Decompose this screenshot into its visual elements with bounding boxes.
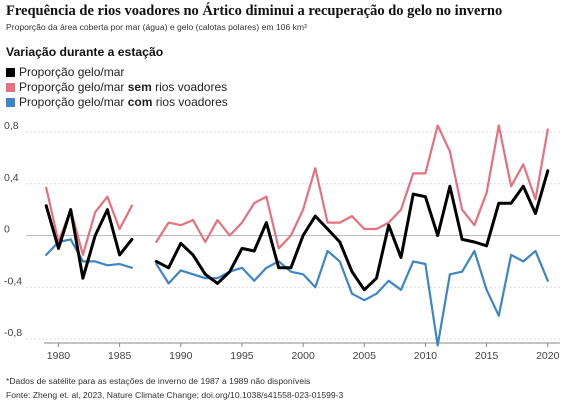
legend-swatch-blue bbox=[6, 98, 15, 107]
series-line-1-segment-0 bbox=[45, 186, 133, 256]
y-tick-label-2: 0 bbox=[4, 224, 10, 236]
x-tick-label-5: 2005 bbox=[353, 350, 377, 362]
x-tick-label-6: 2010 bbox=[414, 350, 438, 362]
x-tick-label-4: 2000 bbox=[291, 350, 315, 362]
series-line-0-segment-0 bbox=[44, 204, 134, 280]
series-line-2-segment-1 bbox=[155, 249, 549, 347]
x-tick-label-7: 2015 bbox=[475, 350, 499, 362]
legend-swatch-black bbox=[6, 68, 15, 77]
legend-swatch-pink bbox=[6, 83, 15, 92]
chart-subtitle: Proporção da área coberta por mar (água)… bbox=[6, 22, 307, 32]
legend-item-without-rivers: Proporção gelo/mar sem rios voadores bbox=[6, 80, 227, 95]
legend-title: Variação durante a estação bbox=[6, 45, 164, 59]
footnote: *Dados de satélite para as estações de i… bbox=[6, 376, 311, 386]
y-tick-label-3: -0,4 bbox=[4, 275, 22, 287]
series-line-1-segment-1 bbox=[155, 124, 549, 250]
y-tick-label-4: -0,8 bbox=[4, 327, 22, 339]
chart-title: Frequência de rios voadores no Ártico di… bbox=[6, 3, 503, 19]
y-tick-label-0: 0,8 bbox=[4, 120, 19, 132]
x-tick-label-1: 1985 bbox=[108, 350, 132, 362]
y-tick-label-1: 0,4 bbox=[4, 172, 19, 184]
x-tick-label-8: 2020 bbox=[536, 350, 560, 362]
series-line-0-segment-1 bbox=[154, 169, 550, 292]
x-tick-label-3: 1995 bbox=[230, 350, 254, 362]
source-note: Fonte: Zheng et. al, 2023, Nature Climat… bbox=[6, 390, 344, 400]
legend-item-total: Proporção gelo/mar bbox=[6, 65, 124, 80]
x-tick-label-2: 1990 bbox=[169, 350, 193, 362]
legend-item-with-rivers: Proporção gelo/mar com rios voadores bbox=[6, 95, 228, 110]
x-tick-label-0: 1980 bbox=[47, 350, 71, 362]
